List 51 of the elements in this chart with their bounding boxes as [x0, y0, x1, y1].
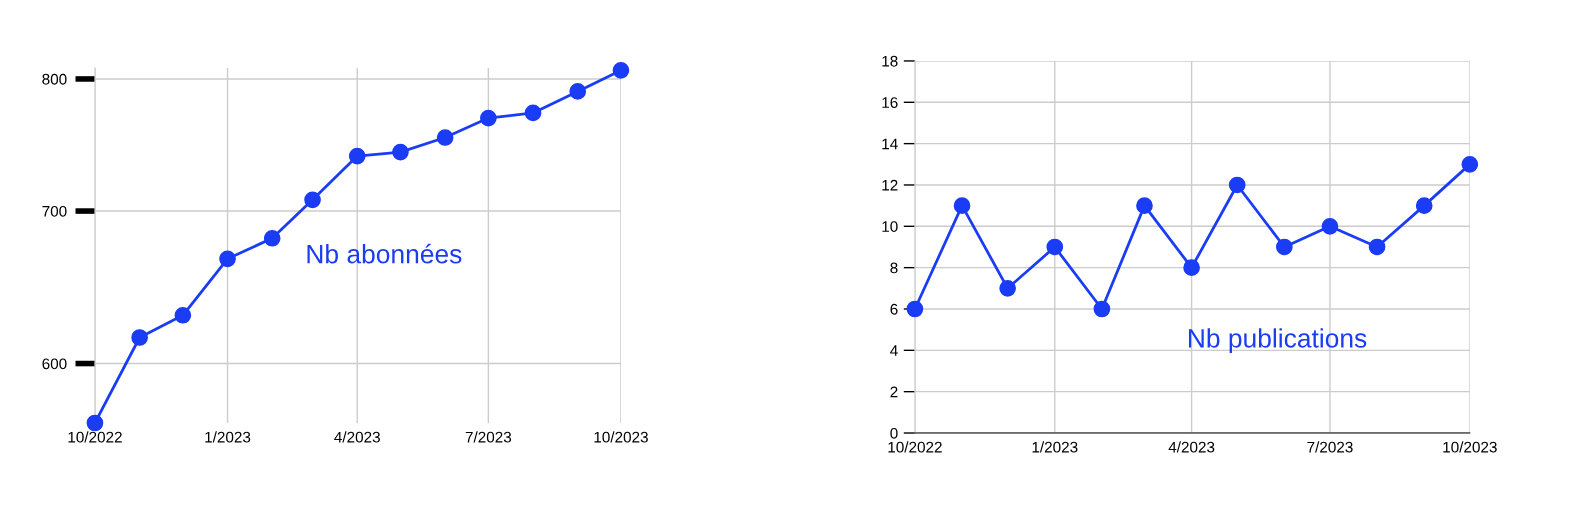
x-tick-label: 10/2023: [1443, 441, 1497, 453]
x-tick-label: 1/2023: [1032, 441, 1078, 453]
point: [953, 197, 971, 214]
point: [612, 62, 630, 79]
x-tick-label: 10/2022: [888, 441, 942, 453]
series-label: Nb abonnées: [307, 243, 462, 264]
y-tick-label: 18: [882, 55, 898, 67]
point: [1183, 259, 1200, 276]
point: [1046, 238, 1064, 256]
text: Nb publications: [1188, 328, 1367, 353]
point: [906, 300, 924, 318]
point: [219, 250, 236, 268]
y-tick-label: 0: [890, 427, 898, 439]
x-tick-label: 7/2023: [1307, 441, 1353, 453]
point: [1415, 197, 1433, 214]
y-tick-label: 10: [882, 221, 898, 232]
point: [392, 143, 409, 161]
point: [1321, 217, 1339, 235]
point: [174, 306, 192, 324]
point: [1136, 197, 1153, 214]
point: [1368, 238, 1386, 256]
y-tick-label: 14: [882, 138, 898, 150]
y-tick-label: 2: [890, 386, 898, 398]
point: [263, 229, 281, 247]
y-tick-label: 4: [890, 345, 898, 356]
y-tick-label: 6: [890, 303, 898, 315]
point: [569, 83, 587, 100]
point: [524, 104, 542, 122]
y-tick-label: 600: [42, 358, 67, 370]
point: [1093, 300, 1111, 318]
point: [304, 191, 321, 209]
point: [480, 109, 497, 127]
x-tick-label: 10/2023: [594, 431, 648, 443]
point: [1276, 238, 1293, 256]
y-tick-label: 16: [882, 97, 898, 108]
point: [1461, 155, 1479, 173]
x-tick-label: 4/2023: [1168, 441, 1215, 453]
y-tick-label: 800: [42, 73, 67, 85]
point: [1228, 176, 1246, 194]
point: [999, 279, 1016, 297]
x-tick-label: 4/2023: [334, 431, 380, 443]
y-tick-label: 8: [890, 262, 898, 274]
point: [348, 147, 366, 165]
y-tick-label: 700: [42, 205, 67, 217]
x-tick-label: 10/2022: [68, 431, 122, 443]
point: [436, 129, 454, 146]
x-tick-label: 1/2023: [205, 431, 251, 443]
y-tick-label: 12: [882, 179, 898, 191]
point: [86, 414, 104, 432]
point: [131, 329, 148, 346]
x-tick-label: 7/2023: [465, 431, 512, 443]
